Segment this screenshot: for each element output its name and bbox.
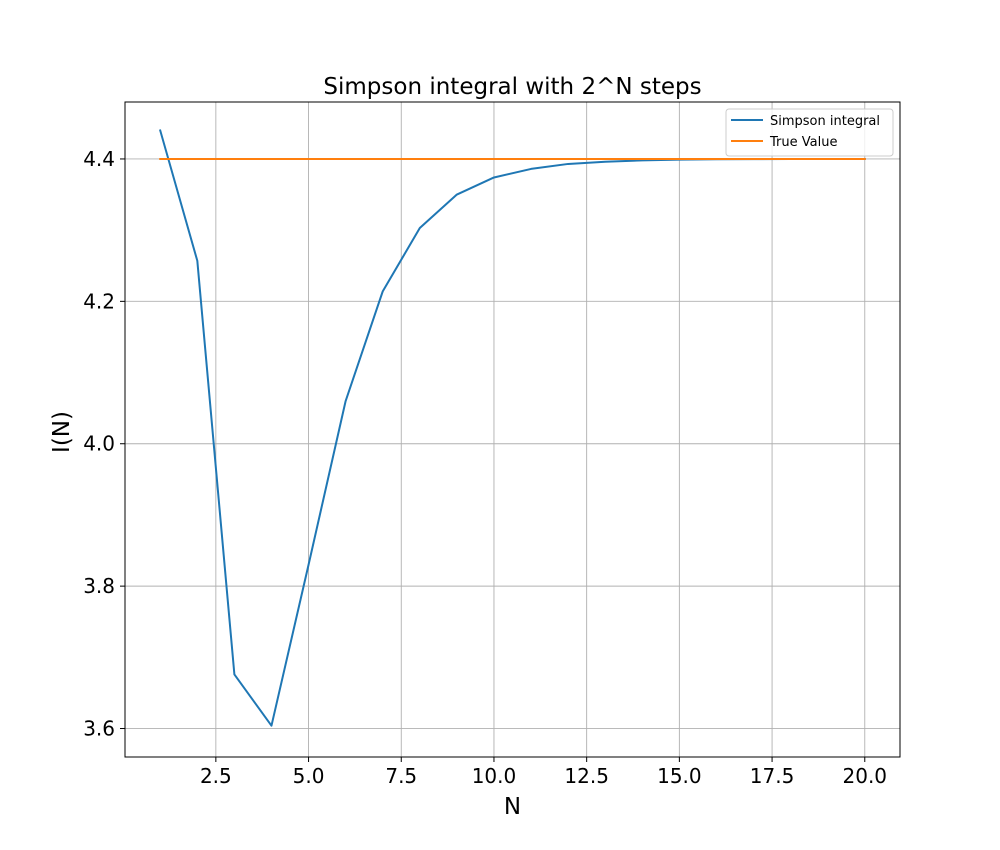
y-tick-label: 3.6 bbox=[83, 717, 115, 741]
x-axis-label: N bbox=[504, 794, 521, 820]
x-tick-label: 2.5 bbox=[200, 764, 232, 788]
legend-box bbox=[725, 108, 894, 157]
chart-title: Simpson integral with 2^N steps bbox=[323, 74, 701, 100]
x-tick-label: 12.5 bbox=[564, 764, 609, 788]
x-tick-label: 7.5 bbox=[385, 764, 417, 788]
grid-lines bbox=[125, 102, 900, 757]
x-tick-label: 17.5 bbox=[750, 764, 795, 788]
x-tick-label: 20.0 bbox=[843, 764, 888, 788]
legend-entry-true-value: True Value bbox=[769, 135, 837, 150]
legend: Simpson integral True Value bbox=[725, 108, 894, 157]
x-tick-label: 10.0 bbox=[472, 764, 517, 788]
legend-entry-simpson-integral: Simpson integral bbox=[770, 114, 880, 129]
y-tick-label: 4.4 bbox=[83, 147, 115, 171]
y-tick-label: 3.8 bbox=[83, 574, 115, 598]
y-axis-label: I(N) bbox=[49, 411, 75, 453]
plot-frame bbox=[124, 101, 901, 758]
x-tick-label: 15.0 bbox=[657, 764, 702, 788]
series-lines bbox=[158, 129, 866, 727]
axis-ticks: 2.5 5.0 7.5 10.0 12.5 15.0 17.5 20.0 3.6 3.8 4.0 4.… bbox=[83, 147, 887, 788]
y-tick-label: 4.0 bbox=[83, 432, 115, 456]
x-tick-label: 5.0 bbox=[293, 764, 325, 788]
y-tick-label: 4.2 bbox=[83, 289, 115, 313]
